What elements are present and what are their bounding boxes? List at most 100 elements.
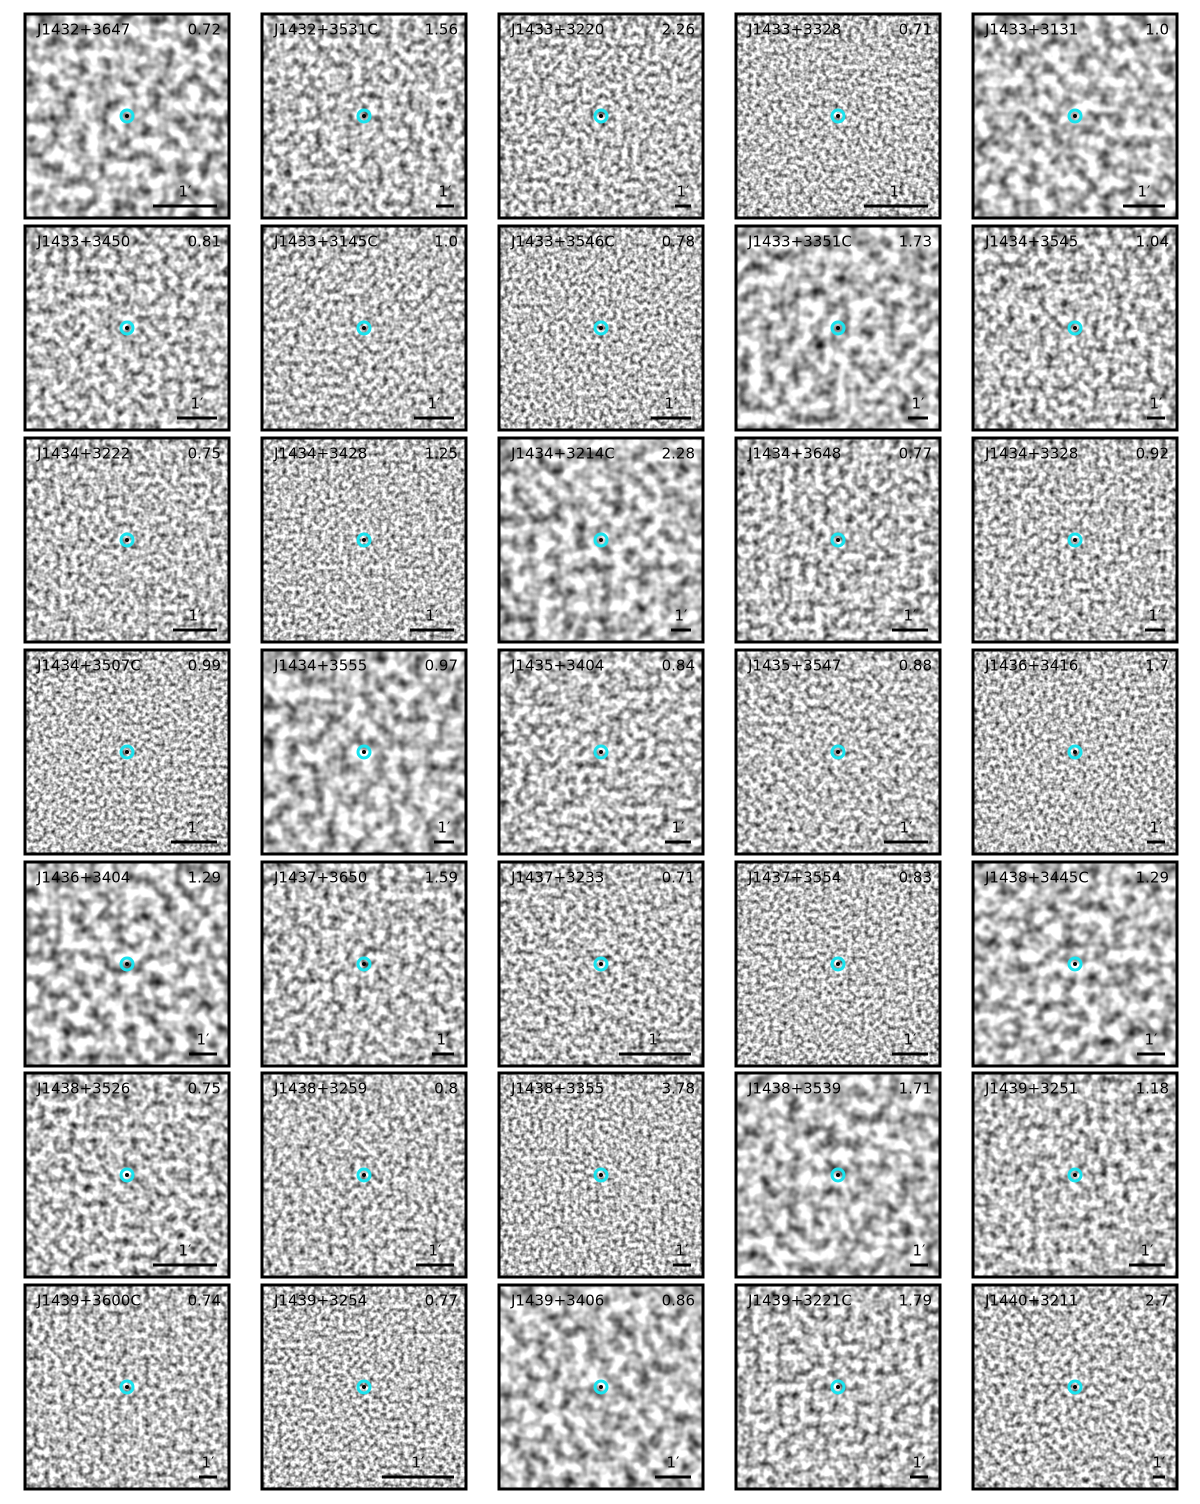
- source-dot: [1073, 962, 1077, 966]
- panel: J1437+3554 0.83 1′: [734, 860, 942, 1068]
- panel-frame: [497, 224, 705, 432]
- scale-label: 1′: [1153, 1454, 1167, 1472]
- source-dot: [836, 750, 840, 754]
- source-name: J1433+3220: [510, 21, 604, 39]
- panel: J1433+3145C 1.0 1′: [260, 224, 468, 432]
- source-dot: [599, 962, 603, 966]
- source-value: 2.28: [662, 445, 695, 463]
- panel: J1434+3428 1.25 1′: [260, 436, 468, 644]
- panel-frame: [971, 648, 1179, 856]
- scale-label: 1′: [675, 607, 689, 625]
- panel: J1439+3254 0.77 1′: [260, 1283, 468, 1491]
- source-value: 1.0: [1145, 21, 1169, 39]
- panel: J1434+3222 0.75 1′: [23, 436, 231, 644]
- source-name: J1439+3254: [273, 1292, 367, 1310]
- source-marker: [593, 744, 609, 760]
- source-marker: [593, 1167, 609, 1183]
- source-marker: [1067, 108, 1083, 124]
- source-value: 0.72: [188, 21, 221, 39]
- panel: J1434+3214C 2.28 1′: [497, 436, 705, 644]
- scale-label: 1′: [179, 1242, 193, 1260]
- source-name: J1434+3507C: [36, 657, 141, 675]
- source-name: J1434+3328: [984, 445, 1078, 463]
- scale-label: 1′: [900, 819, 914, 837]
- source-marker: [119, 956, 135, 972]
- source-value: 0.83: [899, 869, 932, 887]
- panel: J1433+3546C 0.78 1′: [497, 224, 705, 432]
- scale-label: 1′: [667, 1454, 681, 1472]
- panel: J1435+3404 0.84 1′: [497, 648, 705, 856]
- scale-label: 1′: [188, 819, 202, 837]
- scale-label: 1′: [676, 1242, 690, 1260]
- panel-frame: [497, 1071, 705, 1279]
- source-name: J1435+3404: [510, 657, 604, 675]
- scale-label: 1′: [426, 607, 440, 625]
- scale-label: 1′: [202, 1454, 216, 1472]
- source-dot: [362, 114, 366, 118]
- panel: J1439+3221C 1.79 1′: [734, 1283, 942, 1491]
- panel-frame: [23, 12, 231, 220]
- source-dot: [362, 750, 366, 754]
- source-name: J1433+3328: [747, 21, 841, 39]
- source-marker: [830, 320, 846, 336]
- source-dot: [599, 326, 603, 330]
- panel-frame: [23, 436, 231, 644]
- scale-label: 1′: [665, 395, 679, 413]
- source-dot: [362, 538, 366, 542]
- panel-frame: [734, 648, 942, 856]
- panel-frame: [497, 12, 705, 220]
- source-name: J1438+3259: [273, 1080, 367, 1098]
- source-dot: [836, 962, 840, 966]
- source-dot: [362, 962, 366, 966]
- source-marker: [119, 1379, 135, 1395]
- source-marker: [119, 108, 135, 124]
- source-value: 0.77: [899, 445, 932, 463]
- source-value: 0.71: [662, 869, 695, 887]
- source-value: 0.75: [188, 445, 221, 463]
- source-name: J1434+3545: [984, 233, 1078, 251]
- source-name: J1438+3445C: [984, 869, 1089, 887]
- source-marker: [119, 320, 135, 336]
- source-marker: [1067, 1379, 1083, 1395]
- source-dot: [125, 326, 129, 330]
- source-marker: [1067, 532, 1083, 548]
- source-value: 1.59: [425, 869, 458, 887]
- source-name: J1438+3355: [510, 1080, 604, 1098]
- panel-frame: [260, 1071, 468, 1279]
- panel: J1438+3355 3.78 1′: [497, 1071, 705, 1279]
- panel-frame: [734, 1283, 942, 1491]
- scale-label: 1′: [437, 1031, 451, 1049]
- source-name: J1434+3222: [36, 445, 130, 463]
- source-name: J1433+3351C: [747, 233, 852, 251]
- source-dot: [125, 750, 129, 754]
- panel-frame: [260, 12, 468, 220]
- source-marker: [593, 532, 609, 548]
- panel-frame: [260, 648, 468, 856]
- scale-label: 1′: [1145, 1031, 1159, 1049]
- source-name: J1432+3531C: [273, 21, 378, 39]
- source-name: J1434+3214C: [510, 445, 615, 463]
- source-dot: [125, 538, 129, 542]
- source-value: 1.29: [188, 869, 221, 887]
- panel: J1433+3450 0.81 1′: [23, 224, 231, 432]
- panel: J1434+3507C 0.99 1′: [23, 648, 231, 856]
- source-dot: [836, 1385, 840, 1389]
- source-value: 0.92: [1136, 445, 1169, 463]
- source-dot: [1073, 1173, 1077, 1177]
- panel: J1433+3328 0.71 1′: [734, 12, 942, 220]
- panel-frame: [734, 1071, 942, 1279]
- panel: J1434+3545 1.04 1′: [971, 224, 1179, 432]
- source-value: 0.97: [425, 657, 458, 675]
- source-value: 1.79: [899, 1292, 932, 1310]
- source-value: 0.71: [899, 21, 932, 39]
- panel-frame: [497, 860, 705, 1068]
- source-marker: [119, 744, 135, 760]
- panel-frame: [971, 1071, 1179, 1279]
- source-name: J1438+3526: [36, 1080, 130, 1098]
- source-marker: [830, 1167, 846, 1183]
- scale-label: 1′: [912, 395, 926, 413]
- scale-label: 1′: [191, 395, 205, 413]
- panel: J1437+3233 0.71 1′: [497, 860, 705, 1068]
- scale-label: 1′: [913, 1454, 927, 1472]
- panel: J1438+3539 1.71 1′: [734, 1071, 942, 1279]
